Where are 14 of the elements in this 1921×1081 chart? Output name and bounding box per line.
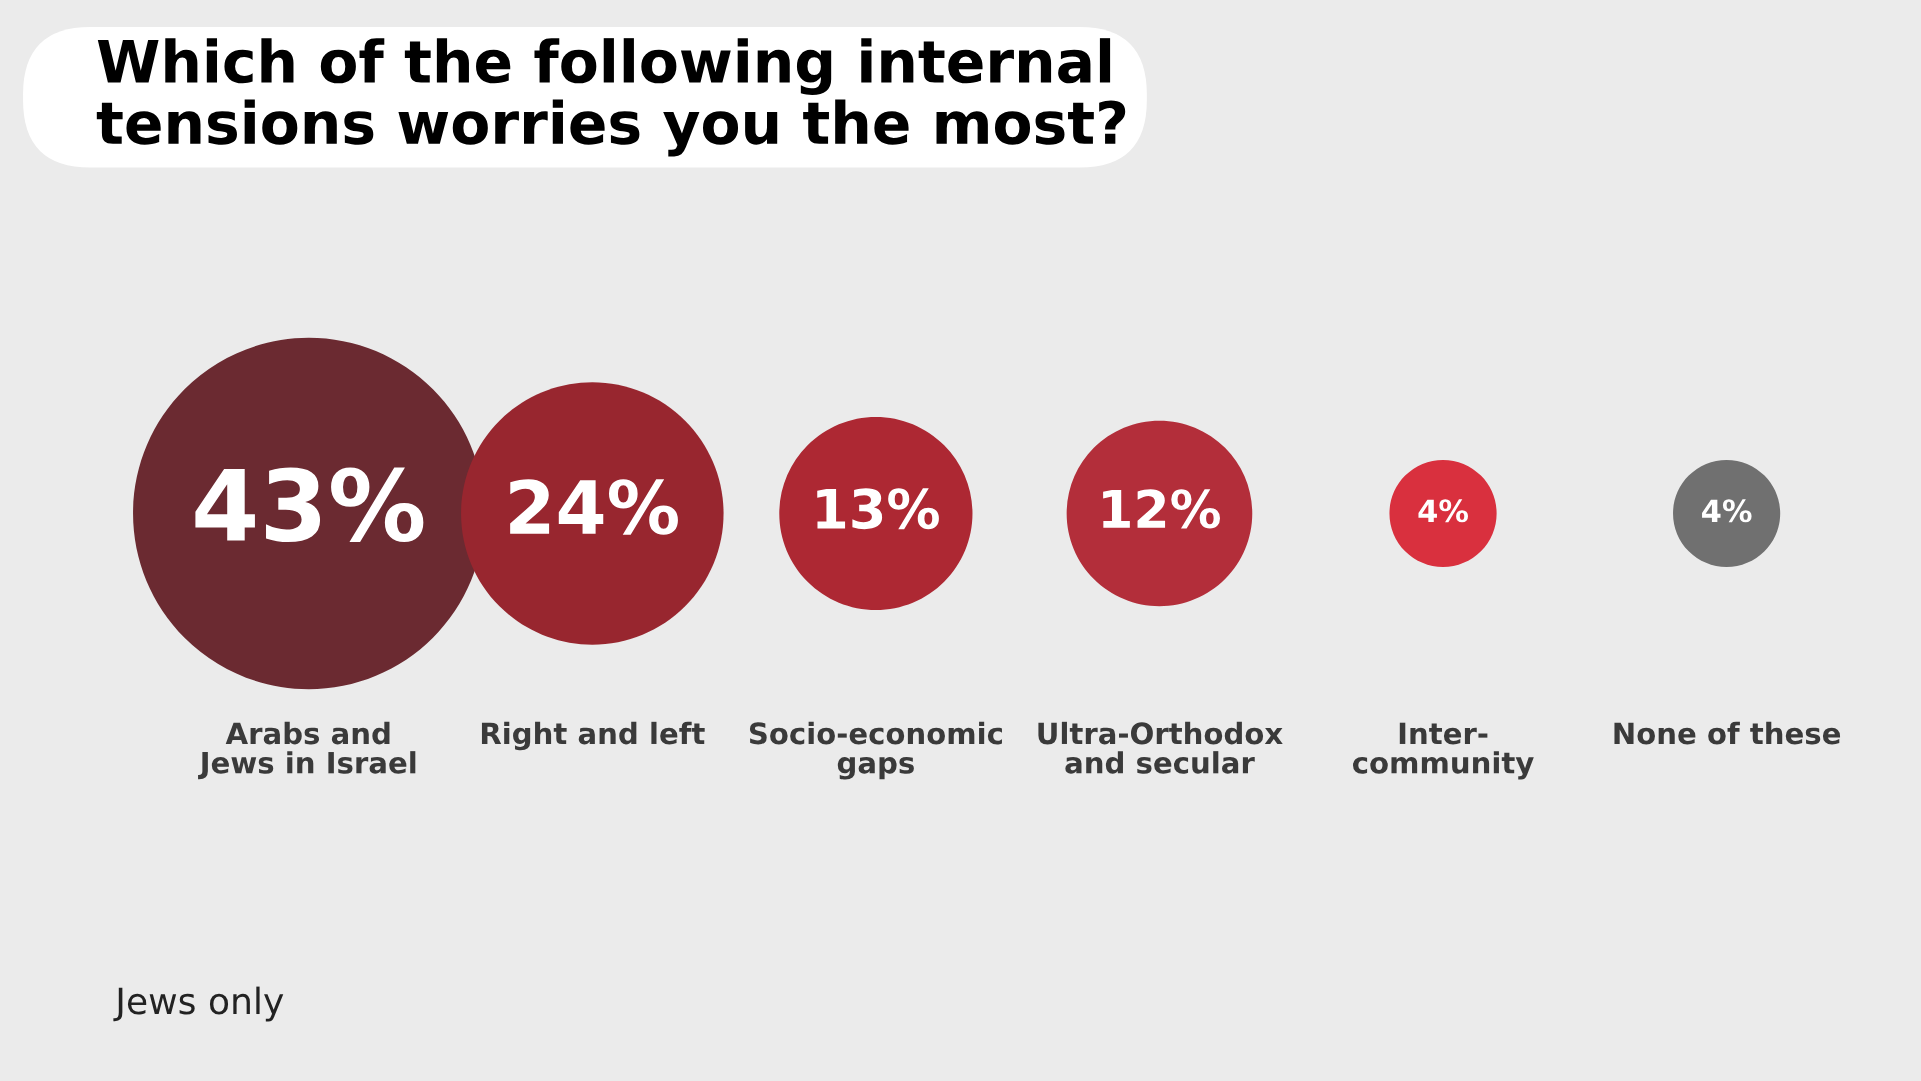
category-label: Inter- community — [1352, 722, 1534, 780]
text: Which of the following internal tensions worries you the most? — [96, 38, 1126, 157]
data-label: 24% — [510, 479, 678, 535]
data-label: 4% — [1702, 499, 1752, 523]
data-label: 12% — [1103, 489, 1221, 529]
category-label: Ultra-Orthodox and secular — [1038, 721, 1283, 774]
category-label: None of these — [1614, 721, 1841, 745]
category-label: Right and left — [481, 721, 705, 751]
category-label: Socio-economic gaps — [749, 721, 1002, 780]
data-label: 43% — [195, 467, 424, 543]
data-label: 4% — [1418, 499, 1468, 523]
text: Jews only — [113, 986, 284, 1022]
data-label: 13% — [817, 488, 939, 530]
category-label: Arabs and Jews in Israel — [198, 721, 416, 780]
